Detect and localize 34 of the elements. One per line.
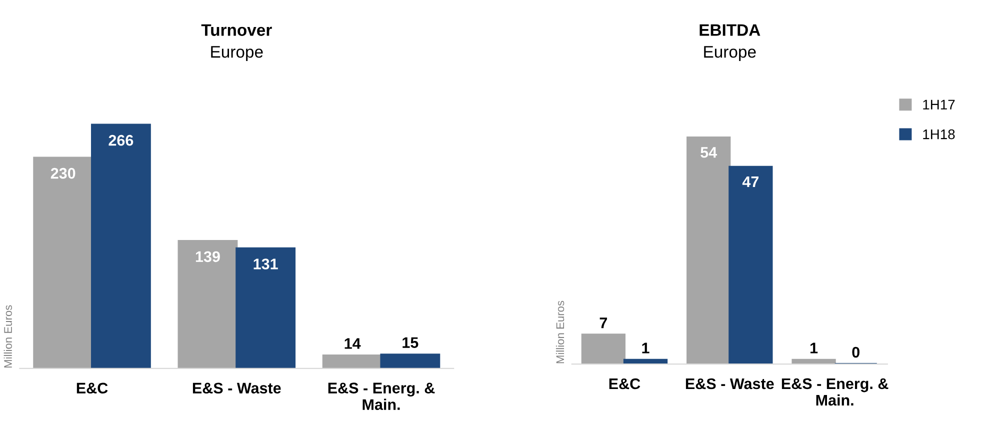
bar	[236, 247, 296, 368]
bar	[178, 240, 238, 368]
x-tick-label: E&S - Energ. & Main.	[328, 382, 435, 410]
data-label: 230	[50, 168, 76, 179]
bar	[581, 334, 626, 364]
chart-title: Turnover	[201, 24, 272, 36]
y-axis-title: Million Euros	[556, 300, 564, 364]
x-tick-label: E&S - Energ. & Main.	[782, 378, 888, 406]
data-label: 139	[196, 251, 220, 262]
data-label: 131	[254, 258, 278, 270]
x-tick-label: E&C	[76, 382, 108, 394]
bar	[90, 124, 151, 368]
chart-subtitle: Europe	[704, 46, 756, 62]
data-label: 7	[600, 318, 608, 328]
data-label: 15	[402, 337, 418, 348]
y-axis-title: Million Euros	[4, 305, 12, 368]
data-label: 1	[642, 342, 650, 354]
data-label: 47	[742, 176, 758, 188]
x-tick-label: E&S - Waste	[686, 378, 774, 390]
bar	[380, 354, 440, 368]
bar	[322, 354, 382, 368]
data-label: 14	[344, 338, 361, 349]
chart-title: EBITDA	[700, 24, 760, 36]
data-label: 0	[852, 346, 860, 358]
chart-subtitle: Europe	[211, 46, 263, 62]
data-label: 1	[810, 342, 818, 354]
x-tick-label: E&S - Waste	[192, 382, 281, 394]
legend-label: 1H17	[923, 100, 955, 110]
x-tick-label: E&C	[609, 378, 640, 390]
data-label: 54	[700, 147, 718, 158]
bar	[686, 136, 731, 364]
bar	[728, 166, 773, 364]
data-label: 266	[108, 134, 134, 146]
legend-label: 1H18	[923, 129, 955, 140]
